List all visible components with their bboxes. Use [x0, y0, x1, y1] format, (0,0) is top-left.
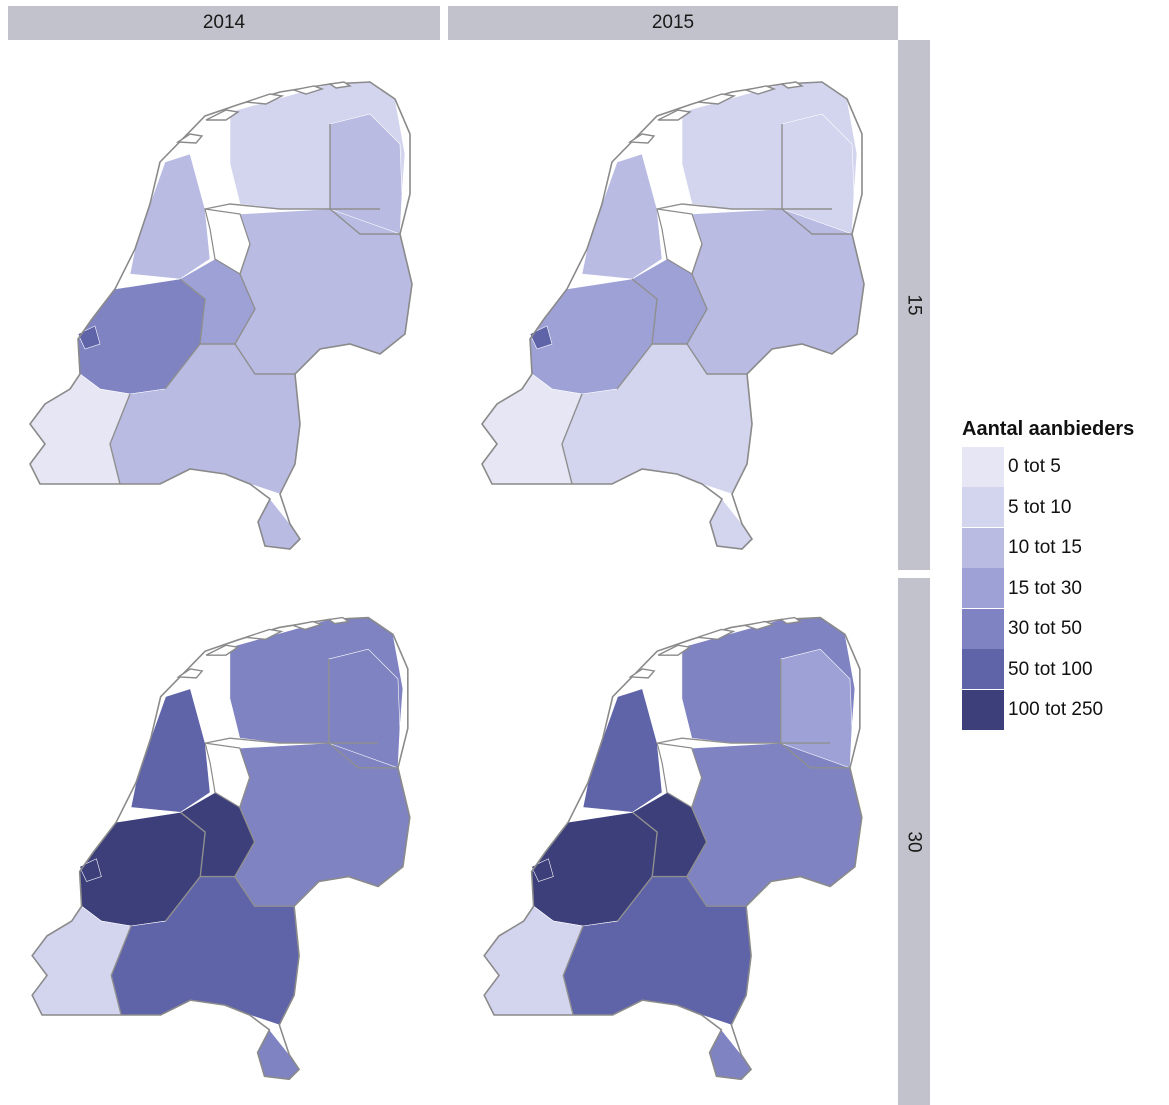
region-border: [239, 777, 251, 808]
wadden-island: [245, 628, 284, 641]
wadden-island: [657, 644, 692, 656]
region-border: [657, 737, 831, 744]
region-border: [781, 208, 852, 235]
region-noordholland: [129, 153, 211, 280]
region-border: [239, 243, 251, 275]
wadden-island: [778, 616, 803, 625]
wadden-island: [742, 620, 775, 631]
legend-label: 30 tot 50: [1008, 618, 1082, 640]
region-border: [329, 208, 400, 235]
region-border: [780, 742, 850, 769]
legend-item: 30 tot 50: [962, 608, 1134, 650]
region-border: [617, 811, 658, 922]
wadden-island: [657, 109, 692, 121]
region-border: [110, 925, 132, 1016]
region-border: [165, 811, 206, 922]
legend-swatch: [962, 649, 1004, 691]
wadden-island: [697, 628, 736, 641]
wadden-island: [291, 85, 325, 95]
choropleth-map: [481, 81, 865, 550]
legend-rows: 0 tot 5 5 tot 10 10 tot 15 15 tot 30 30 tot …: [962, 446, 1134, 731]
legend-swatch: [962, 487, 1004, 529]
wadden-island: [780, 81, 804, 89]
wadden-island: [328, 81, 352, 89]
facet-label-2014: 2014: [202, 12, 246, 33]
map-panel-2014-15: [0, 44, 440, 570]
map-panel-2014-30: [0, 580, 440, 1100]
region-noordholland: [582, 688, 663, 813]
region-border: [616, 278, 658, 390]
country-outline: [481, 81, 865, 550]
legend-swatch: [962, 568, 1004, 610]
facet-strip-2014: 2014: [8, 6, 440, 40]
facet-strip-30: 30: [898, 578, 930, 1105]
facet-label-2015: 2015: [651, 12, 695, 33]
region-border: [691, 777, 703, 808]
region-border: [686, 807, 747, 907]
wadden-island: [175, 133, 204, 144]
wadden-island: [290, 620, 323, 631]
country-outline: [483, 616, 863, 1081]
region-border: [328, 742, 398, 769]
wadden-island: [326, 616, 351, 625]
region-border: [656, 203, 832, 210]
choropleth-map: [29, 81, 413, 550]
legend: Aantal aanbieders 0 tot 5 5 tot 10 10 tot …: [962, 418, 1134, 731]
country-outline: [29, 81, 413, 550]
legend-swatch: [962, 608, 1004, 650]
legend-label: 10 tot 15: [1008, 537, 1082, 559]
facet-label-15: 15: [903, 294, 925, 316]
legend-item: 0 tot 5: [962, 446, 1134, 488]
map-panel-2015-15: [452, 44, 892, 570]
region-border: [109, 393, 131, 485]
region-border: [561, 393, 583, 485]
region-noordholland: [581, 153, 663, 280]
legend-label: 5 tot 10: [1008, 496, 1072, 518]
wadden-island: [627, 133, 656, 144]
region-noordholland: [130, 688, 211, 813]
map-panel-2015-30: [452, 580, 892, 1100]
legend-swatch: [962, 446, 1004, 488]
wadden-island: [743, 85, 777, 95]
legend-title: Aantal aanbieders: [962, 418, 1135, 440]
region-border: [205, 737, 379, 744]
region-border: [164, 278, 206, 390]
wadden-island: [628, 668, 656, 679]
facet-strip-15: 15: [898, 40, 930, 570]
legend-item: 10 tot 15: [962, 527, 1134, 569]
wadden-island: [245, 93, 285, 105]
legend-item: 15 tot 30: [962, 568, 1134, 610]
choropleth-map: [31, 616, 411, 1081]
legend-label: 50 tot 100: [1008, 658, 1093, 680]
facet-label-30: 30: [903, 830, 925, 853]
choropleth-map: [483, 616, 863, 1081]
legend-swatch: [962, 527, 1004, 569]
legend-item: 100 tot 250: [962, 689, 1134, 731]
legend-item: 50 tot 100: [962, 649, 1134, 691]
wadden-island: [176, 668, 204, 679]
region-border: [204, 203, 380, 210]
wadden-island: [697, 93, 737, 105]
legend-swatch: [962, 689, 1004, 731]
region-border: [562, 925, 584, 1016]
facet-strip-2015: 2015: [448, 6, 898, 40]
region-border: [691, 243, 703, 275]
wadden-island: [205, 644, 240, 656]
legend-item: 5 tot 10: [962, 487, 1134, 529]
legend-label: 15 tot 30: [1008, 577, 1082, 599]
country-outline: [31, 616, 411, 1081]
legend-label: 0 tot 5: [1008, 456, 1061, 478]
wadden-island: [205, 109, 240, 121]
legend-label: 100 tot 250: [1008, 699, 1104, 721]
